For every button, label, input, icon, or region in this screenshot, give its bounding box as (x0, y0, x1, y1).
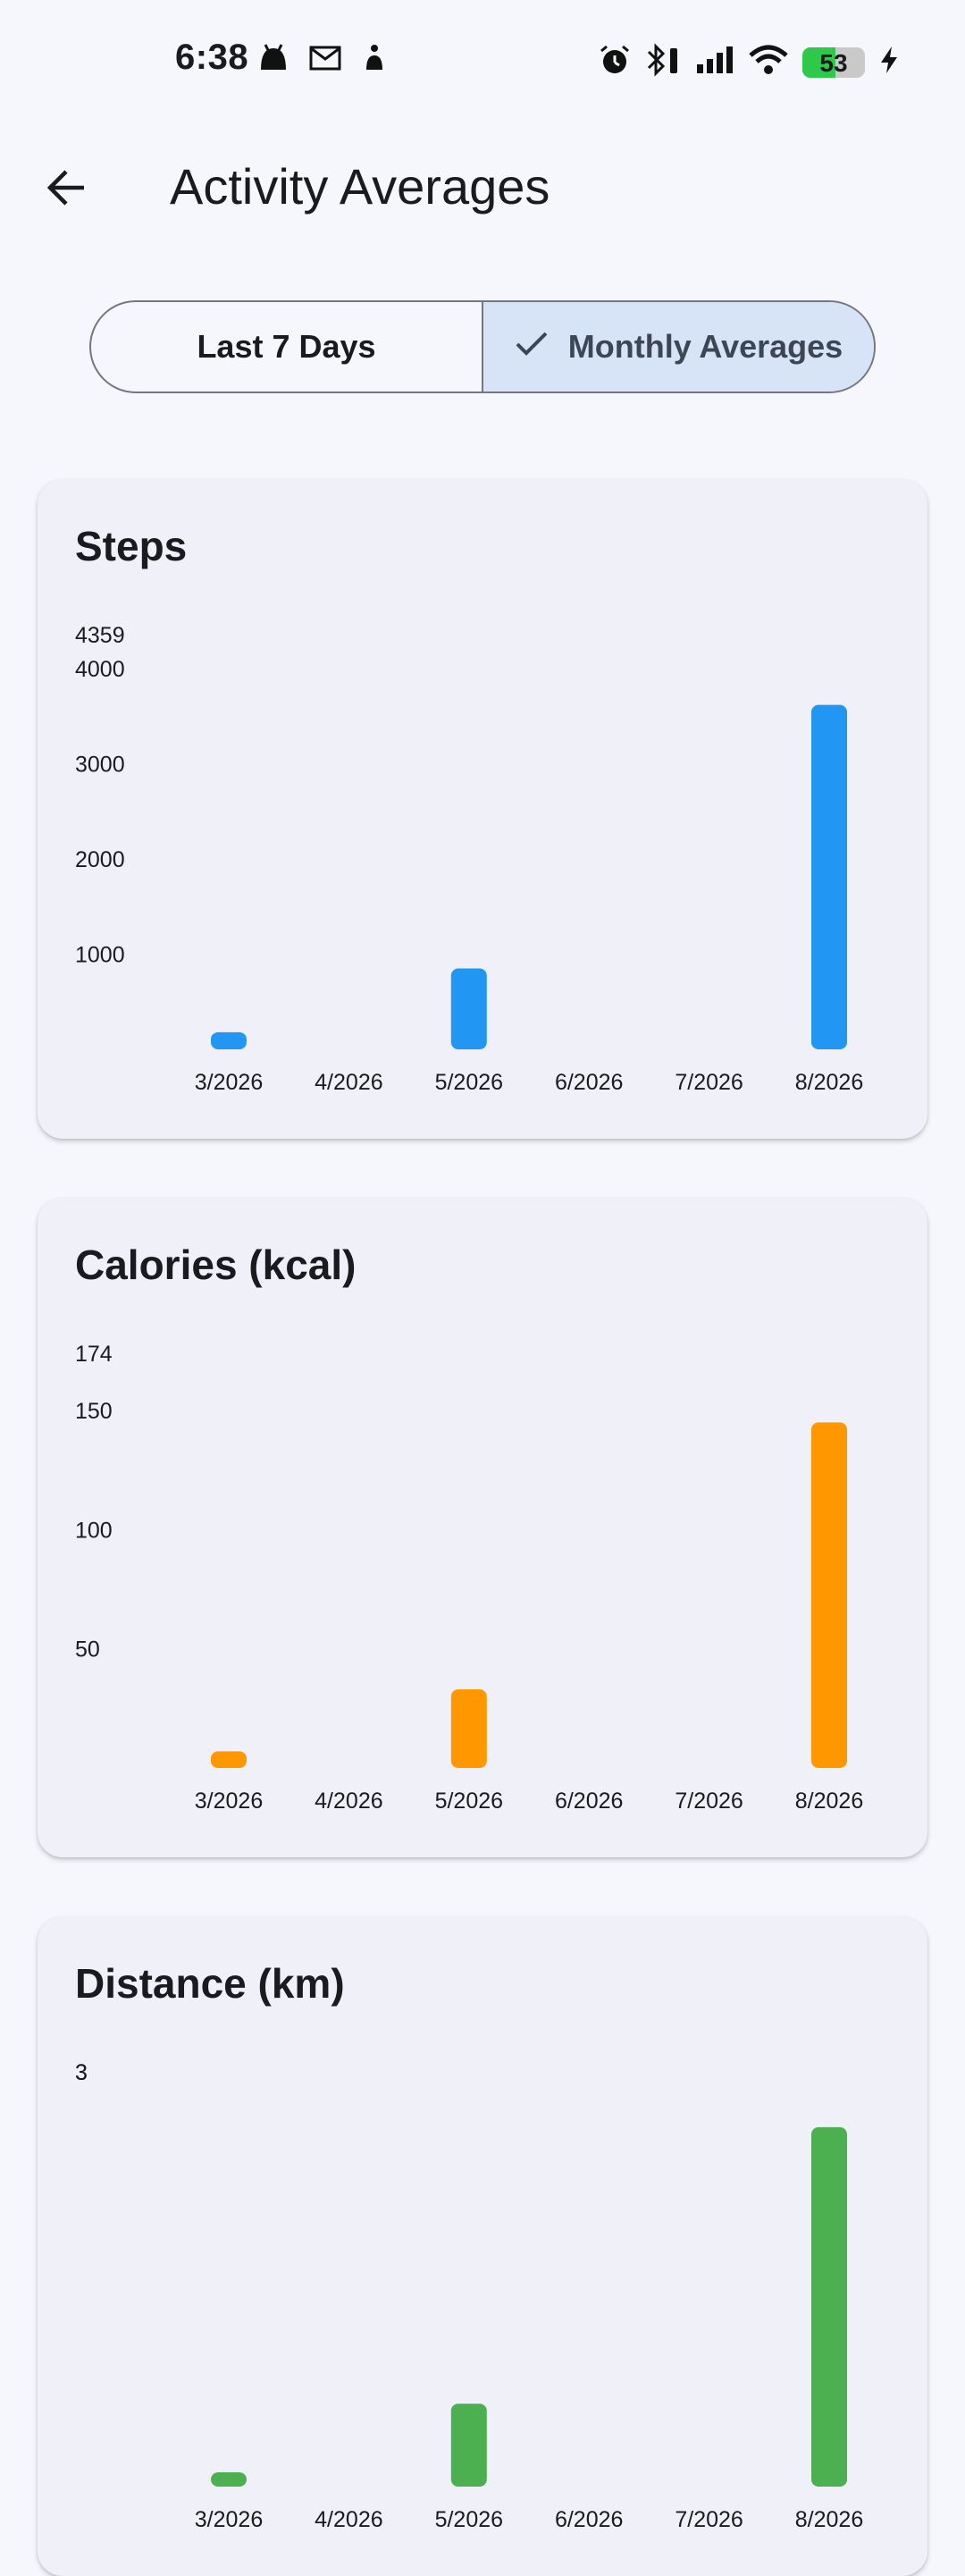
y-tick-label: 150 (75, 1399, 113, 1424)
battery-level: 53 (819, 48, 848, 77)
calories-card: Calories (kcal) 174 50 100 150 3/2026 4/2026 5… (38, 1198, 927, 1857)
segment-last-7-days-label: Last 7 Days (197, 328, 376, 365)
distance-chart: 333/2026 4/2026 5/2026 6/2026 7/2026 8/2026 (75, 2060, 863, 2532)
wifi-icon (749, 45, 788, 80)
x-tick-label: 8/2026 (795, 2507, 863, 2532)
steps-card: Steps 4359 1000 2000 3000 4000 3/2026 4/2026 5/… (38, 479, 927, 1139)
x-tick-label: 5/2026 (435, 1070, 503, 1095)
x-tick-label: 7/2026 (675, 1789, 743, 1814)
segment-monthly-averages-label: Monthly Averages (567, 328, 843, 365)
x-tick-label: 3/2026 (195, 1789, 263, 1814)
page-title: Activity Averages (170, 158, 550, 215)
x-tick-label: 3/2026 (195, 1070, 263, 1095)
x-tick-label: 5/2026 (435, 1789, 503, 1814)
app-bar: Activity Averages (0, 125, 965, 250)
cellular-signal-icon (695, 45, 734, 80)
bar-3-2026 (211, 2472, 247, 2487)
bar-3-2026 (211, 1031, 247, 1049)
x-tick-label: 4/2026 (315, 1070, 382, 1095)
y-tick-label: 1000 (75, 943, 125, 968)
status-bar: 6:38 53 (0, 0, 965, 122)
bar-5-2026 (450, 2403, 487, 2487)
y-tick-label: 2000 (75, 847, 125, 872)
y-tick-label: 3000 (75, 753, 125, 778)
calories-chart: 174 50 100 150 3/2026 4/2026 5/2026 6/2026 7/202… (75, 1342, 863, 1814)
x-tick-label: 8/2026 (795, 1789, 863, 1814)
mail-icon (309, 45, 341, 76)
bar-3-2026 (211, 1751, 247, 1768)
steps-chart: 4359 1000 2000 3000 4000 3/2026 4/2026 5/2026 6/… (75, 623, 863, 1095)
bar-8-2026 (811, 1422, 847, 1768)
back-button[interactable] (34, 157, 98, 222)
x-tick-label: 6/2026 (555, 1789, 623, 1814)
y-tick-label: 4000 (75, 657, 125, 682)
range-segmented-control: Last 7 Days Monthly Averages (89, 300, 876, 393)
card-title: Distance (km) (75, 1960, 345, 2007)
charging-icon (879, 45, 899, 80)
card-title: Calories (kcal) (75, 1242, 357, 1288)
segment-last-7-days[interactable]: Last 7 Days (91, 302, 482, 391)
bar-5-2026 (450, 1689, 487, 1768)
bar-8-2026 (811, 2126, 847, 2487)
arrow-back-icon (45, 166, 88, 214)
y-max-label: 3 (75, 2060, 88, 2085)
x-tick-label: 8/2026 (795, 1070, 863, 1095)
y-max-label: 4359 (75, 623, 125, 648)
x-tick-label: 3/2026 (195, 2507, 263, 2532)
bluetooth-icon (645, 43, 681, 81)
y-max-label: 174 (75, 1342, 113, 1367)
distance-card: Distance (km) 3 3 3/2026 4/2026 5/2026 6/2026… (38, 1916, 927, 2576)
x-tick-label: 4/2026 (315, 2507, 382, 2532)
segment-monthly-averages[interactable]: Monthly Averages (482, 302, 874, 391)
x-tick-label: 4/2026 (315, 1789, 382, 1814)
x-tick-label: 7/2026 (675, 2507, 743, 2532)
y-tick-label: 100 (75, 1518, 113, 1543)
x-tick-label: 6/2026 (555, 2507, 623, 2532)
android-icon (257, 43, 290, 78)
x-tick-label: 5/2026 (435, 2507, 503, 2532)
x-tick-label: 7/2026 (675, 1070, 743, 1095)
card-title: Steps (75, 523, 188, 569)
y-tick-label: 3 (75, 2060, 88, 2085)
bar-5-2026 (450, 968, 487, 1049)
bar-8-2026 (811, 704, 847, 1049)
check-icon (515, 328, 549, 366)
y-tick-label: 50 (75, 1637, 100, 1663)
x-tick-label: 6/2026 (555, 1070, 623, 1095)
accessibility-icon (361, 43, 388, 78)
alarm-icon (599, 44, 631, 80)
battery-icon: 53 (802, 46, 865, 78)
status-time: 6:38 (175, 38, 249, 77)
